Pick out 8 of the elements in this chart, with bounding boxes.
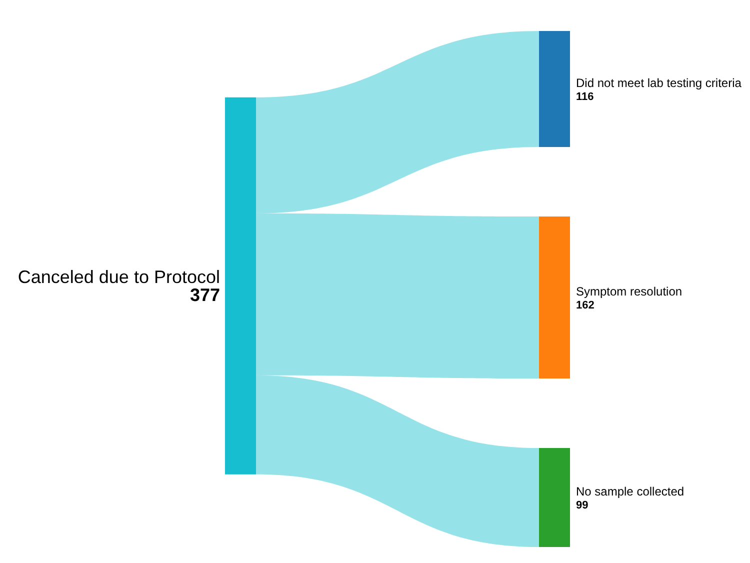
data-label: 377 (190, 284, 220, 305)
data-label: 162 (576, 300, 594, 312)
category-label: Symptom resolution (576, 284, 682, 298)
category-label: No sample collected (576, 484, 684, 498)
data-label: 99 (576, 500, 588, 512)
category-label: Canceled due to Protocol (18, 266, 220, 287)
data-label: 116 (576, 91, 594, 103)
category-label: Did not meet lab testing criteria (576, 76, 742, 90)
